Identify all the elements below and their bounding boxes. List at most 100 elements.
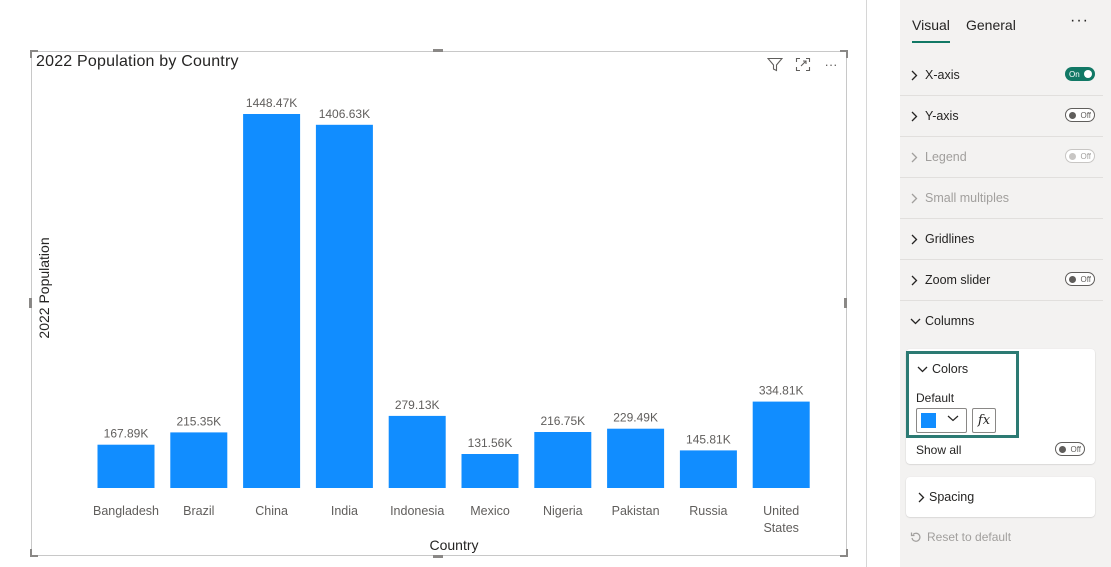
toggle-text: On (1069, 69, 1080, 79)
conditional-formatting-button[interactable]: fx (972, 408, 996, 433)
x-tick-label: Pakistan (612, 504, 660, 518)
chevron-right-icon (918, 492, 925, 502)
pane-more-options-icon[interactable]: ··· (1070, 12, 1089, 29)
canvas-pane-divider (866, 0, 867, 567)
resize-handle-top-left[interactable] (30, 50, 38, 52)
x-tick-label: China (255, 504, 288, 518)
data-label: 131.56K (468, 436, 513, 450)
data-label: 1406.63K (319, 107, 370, 121)
show-all-toggle[interactable]: Off (1055, 442, 1085, 456)
x-tick-label: Indonesia (390, 504, 444, 518)
data-label: 215.35K (176, 414, 221, 428)
bar-bangladesh[interactable] (97, 444, 155, 488)
resize-handle-bottom[interactable] (433, 555, 443, 558)
bar-united-states[interactable] (752, 401, 810, 488)
pane-gutter (867, 0, 900, 567)
colors-subsection-header[interactable]: Colors (917, 362, 968, 376)
resize-handle-bottom-right-v[interactable] (846, 549, 848, 557)
column-chart: 167.89K Bangladesh 215.35K Brazil 1448.47K Ch… (36, 96, 810, 553)
x-axis-title: Country (429, 537, 478, 553)
colors-highlight-box (906, 351, 1019, 438)
focus-mode-icon[interactable] (794, 56, 812, 72)
data-label: 229.49K (613, 411, 658, 425)
toggle-knob (1069, 111, 1076, 119)
x-tick-label: United (763, 504, 799, 518)
colors-label: Colors (932, 362, 969, 376)
section-x-axis[interactable]: X-axis On (900, 55, 1103, 96)
chevron-down-icon (910, 317, 922, 325)
show-all-toggle-wrap: Off (1055, 442, 1085, 456)
resize-handle-top-left-v[interactable] (30, 50, 32, 58)
data-label: 216.75K (540, 414, 585, 428)
resize-handle-top-right-v[interactable] (846, 50, 848, 58)
data-label: 145.81K (686, 432, 731, 446)
section-label: Legend (925, 150, 967, 164)
chevron-right-icon (910, 152, 922, 163)
x-tick-label: Nigeria (543, 504, 583, 518)
x-tick-label: Brazil (183, 504, 214, 518)
toggle-text: Off (1080, 110, 1091, 120)
section-label: Small multiples (925, 191, 1010, 205)
chevron-down-icon (947, 413, 959, 425)
section-label: Zoom slider (925, 273, 991, 287)
section-label: Columns (925, 314, 975, 328)
bar-mexico[interactable] (461, 454, 519, 488)
x-tick-label: Bangladesh (93, 504, 159, 518)
resize-handle-bottom-right[interactable] (840, 555, 848, 557)
chevron-right-icon (910, 70, 922, 81)
resize-handle-bottom-left-v[interactable] (30, 549, 32, 557)
reset-to-default-button[interactable]: Reset to default (910, 530, 1011, 544)
reset-icon (910, 532, 921, 542)
default-color-label: Default (916, 391, 955, 405)
data-label: 167.89K (104, 427, 149, 441)
resize-handle-top[interactable] (433, 49, 443, 52)
resize-handle-bottom-left[interactable] (30, 555, 38, 557)
bar-nigeria[interactable] (534, 432, 592, 488)
legend-toggle: Off (1065, 149, 1095, 163)
toggle-knob (1084, 70, 1092, 78)
spacing-subsection-header[interactable]: Spacing (917, 490, 974, 504)
section-label: X-axis (925, 68, 960, 82)
bar-pakistan[interactable] (607, 428, 665, 488)
spacing-label: Spacing (929, 490, 975, 504)
bar-indonesia[interactable] (388, 415, 446, 488)
show-all-label: Show all (916, 443, 962, 457)
tab-general[interactable]: General (966, 17, 1016, 33)
zoom-slider-toggle[interactable]: Off (1065, 272, 1095, 286)
section-gridlines[interactable]: Gridlines (900, 219, 1103, 260)
resize-handle-right[interactable] (844, 298, 847, 308)
toggle-knob (1069, 275, 1076, 283)
resize-handle-left[interactable] (29, 298, 32, 308)
default-color-picker[interactable] (916, 408, 967, 433)
data-label: 1448.47K (246, 96, 297, 110)
chevron-down-icon (917, 366, 928, 373)
bar-india[interactable] (315, 124, 373, 489)
filter-icon[interactable] (766, 56, 784, 72)
section-label: Y-axis (925, 109, 959, 123)
y-axis-title: 2022 Population (36, 237, 52, 338)
x-tick-label: Russia (689, 504, 727, 518)
section-y-axis[interactable]: Y-axis Off (900, 96, 1103, 137)
chevron-right-icon (910, 275, 922, 286)
more-options-icon[interactable]: ··· (824, 56, 838, 72)
toggle-knob (1059, 445, 1066, 453)
section-zoom-slider[interactable]: Zoom slider Off (900, 260, 1103, 301)
reset-label: Reset to default (927, 530, 1012, 544)
bar-brazil[interactable] (170, 432, 228, 488)
color-swatch (921, 413, 936, 428)
toggle-text: Off (1080, 151, 1091, 161)
chevron-right-icon (910, 111, 922, 122)
section-small-multiples: Small multiples (900, 178, 1103, 219)
resize-handle-top-right[interactable] (840, 50, 848, 52)
chart-title: 2022 Population by Country (36, 53, 239, 70)
format-pane-tabs: Visual General ··· (900, 0, 1111, 50)
tab-visual[interactable]: Visual (912, 17, 950, 43)
spacing-card[interactable] (906, 477, 1095, 517)
bar-russia[interactable] (679, 450, 737, 488)
section-legend: Legend Off (900, 137, 1103, 178)
y-axis-toggle[interactable]: Off (1065, 108, 1095, 122)
bar-china[interactable] (243, 114, 301, 488)
chevron-right-icon (910, 234, 922, 245)
section-columns[interactable]: Columns (900, 301, 1103, 341)
x-axis-toggle[interactable]: On (1065, 67, 1095, 81)
